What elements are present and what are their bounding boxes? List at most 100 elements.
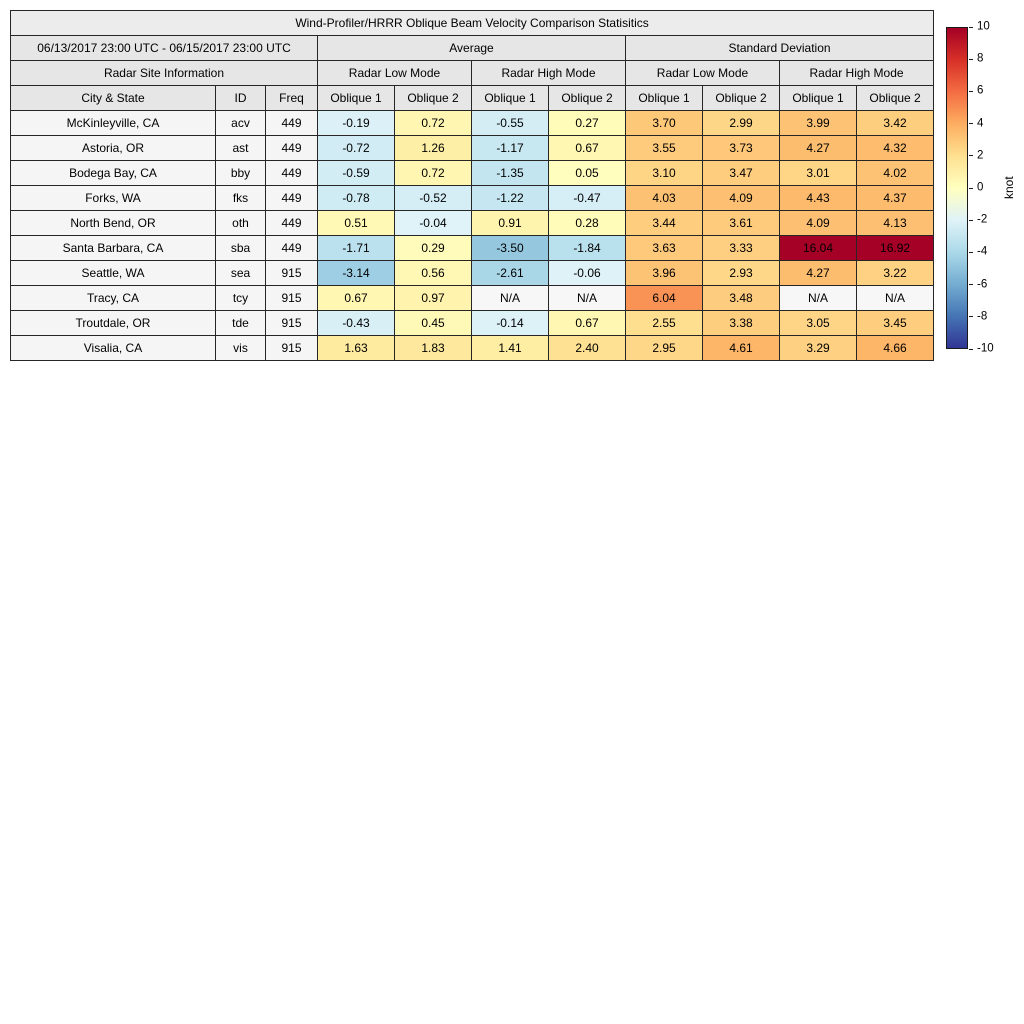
freq-cell: 915 [265, 335, 318, 361]
colorbar-tick-label: -10 [977, 342, 994, 355]
value-cell: 4.09 [779, 210, 857, 236]
value-cell: 3.63 [625, 235, 703, 261]
value-cell: 0.67 [548, 310, 626, 336]
value-cell: -0.59 [317, 160, 395, 186]
value-cell: -0.06 [548, 260, 626, 286]
value-cell: 3.99 [779, 110, 857, 136]
value-cell: 0.67 [548, 135, 626, 161]
value-cell: 3.38 [702, 310, 780, 336]
value-cell: -0.43 [317, 310, 395, 336]
value-cell: -0.78 [317, 185, 395, 211]
value-cell: 3.33 [702, 235, 780, 261]
value-cell: 16.92 [855, 235, 935, 261]
id-cell: fks [215, 185, 266, 211]
value-cell: -0.19 [317, 110, 395, 136]
freq-cell: 449 [265, 210, 318, 236]
colorbar-tick-label: 10 [977, 20, 990, 33]
value-cell: -3.50 [471, 235, 549, 261]
header-std-high-oblique-2: Oblique 2 [855, 85, 935, 111]
colorbar-unit-label: knot [1002, 176, 1016, 200]
city-cell: Troutdale, OR [10, 310, 216, 336]
value-cell: 3.47 [702, 160, 780, 186]
header-std-low-oblique-2: Oblique 2 [702, 85, 780, 111]
date-range: 06/13/2017 23:00 UTC - 06/15/2017 23:00 … [10, 35, 318, 61]
id-cell: acv [215, 110, 266, 136]
value-cell: 1.41 [471, 335, 549, 361]
value-cell: 3.70 [625, 110, 703, 136]
value-cell: -0.52 [394, 185, 472, 211]
header-avg-high-oblique-1: Oblique 1 [471, 85, 549, 111]
column-header-row: City & State ID Freq Oblique 1 Oblique 2… [10, 85, 935, 111]
value-cell: 0.72 [394, 110, 472, 136]
header-average: Average [317, 35, 626, 61]
value-cell: 4.27 [779, 135, 857, 161]
id-cell: ast [215, 135, 266, 161]
colorbar-tick-mark [969, 90, 973, 92]
value-cell: 3.73 [702, 135, 780, 161]
value-cell: 3.10 [625, 160, 703, 186]
id-cell: sba [215, 235, 266, 261]
id-cell: tcy [215, 285, 266, 311]
id-cell: tde [215, 310, 266, 336]
header-id: ID [215, 85, 266, 111]
freq-cell: 915 [265, 285, 318, 311]
freq-cell: 449 [265, 185, 318, 211]
id-cell: sea [215, 260, 266, 286]
header-standard-deviation: Standard Deviation [624, 35, 935, 61]
value-cell: 2.40 [548, 335, 626, 361]
header-average-low-mode: Radar Low Mode [317, 60, 472, 86]
value-cell: N/A [779, 285, 857, 311]
city-cell: Tracy, CA [10, 285, 216, 311]
header-std-low-oblique-1: Oblique 1 [625, 85, 703, 111]
table-row: Troutdale, OR tde 915 -0.43 0.45 -0.14 0.67… [10, 310, 935, 336]
header-average-high-mode: Radar High Mode [471, 60, 626, 86]
colorbar-tick-label: -8 [977, 310, 988, 323]
value-cell: 4.02 [855, 160, 935, 186]
city-cell: Bodega Bay, CA [10, 160, 216, 186]
value-cell: N/A [471, 285, 549, 311]
value-cell: 3.96 [625, 260, 703, 286]
value-cell: -1.84 [548, 235, 626, 261]
colorbar-tick-label: 4 [977, 116, 984, 129]
colorbar-tick-mark [969, 123, 973, 125]
table-row: Forks, WA fks 449 -0.78 -0.52 -1.22 -0.47 4.… [10, 185, 935, 211]
value-cell: 4.13 [855, 210, 935, 236]
colorbar-tick-label: 6 [977, 84, 984, 97]
header-std-high-oblique-1: Oblique 1 [779, 85, 857, 111]
city-cell: Seattle, WA [10, 260, 216, 286]
header-city-state: City & State [10, 85, 216, 111]
table-body: McKinleyville, CA acv 449 -0.19 0.72 -0.55… [10, 110, 935, 361]
freq-cell: 449 [265, 110, 318, 136]
table-row: Seattle, WA sea 915 -3.14 0.56 -2.61 -0.06 3… [10, 260, 935, 286]
value-cell: 3.29 [779, 335, 857, 361]
colorbar [946, 27, 968, 349]
colorbar-tick-label: -6 [977, 277, 988, 290]
id-cell: oth [215, 210, 266, 236]
city-cell: Santa Barbara, CA [10, 235, 216, 261]
value-cell: 6.04 [625, 285, 703, 311]
value-cell: 0.51 [317, 210, 395, 236]
header-avg-high-oblique-2: Oblique 2 [548, 85, 626, 111]
value-cell: 3.55 [625, 135, 703, 161]
value-cell: 4.03 [625, 185, 703, 211]
id-cell: bby [215, 160, 266, 186]
city-cell: North Bend, OR [10, 210, 216, 236]
value-cell: 3.45 [855, 310, 935, 336]
colorbar-tick-mark [969, 251, 973, 253]
value-cell: 0.91 [471, 210, 549, 236]
freq-cell: 915 [265, 260, 318, 286]
header-freq: Freq [265, 85, 318, 111]
colorbar-tick-mark [969, 219, 973, 221]
city-cell: Visalia, CA [10, 335, 216, 361]
header-avg-low-oblique-2: Oblique 2 [394, 85, 472, 111]
value-cell: 3.01 [779, 160, 857, 186]
value-cell: 3.44 [625, 210, 703, 236]
value-cell: 4.09 [702, 185, 780, 211]
value-cell: 2.93 [702, 260, 780, 286]
header-std-high-mode: Radar High Mode [778, 60, 935, 86]
table-row: Visalia, CA vis 915 1.63 1.83 1.41 2.40 2.95… [10, 335, 935, 361]
value-cell: 4.37 [855, 185, 935, 211]
title-row: Wind-Profiler/HRRR Oblique Beam Velocity… [9, 10, 935, 36]
value-cell: 4.61 [702, 335, 780, 361]
value-cell: 0.27 [548, 110, 626, 136]
